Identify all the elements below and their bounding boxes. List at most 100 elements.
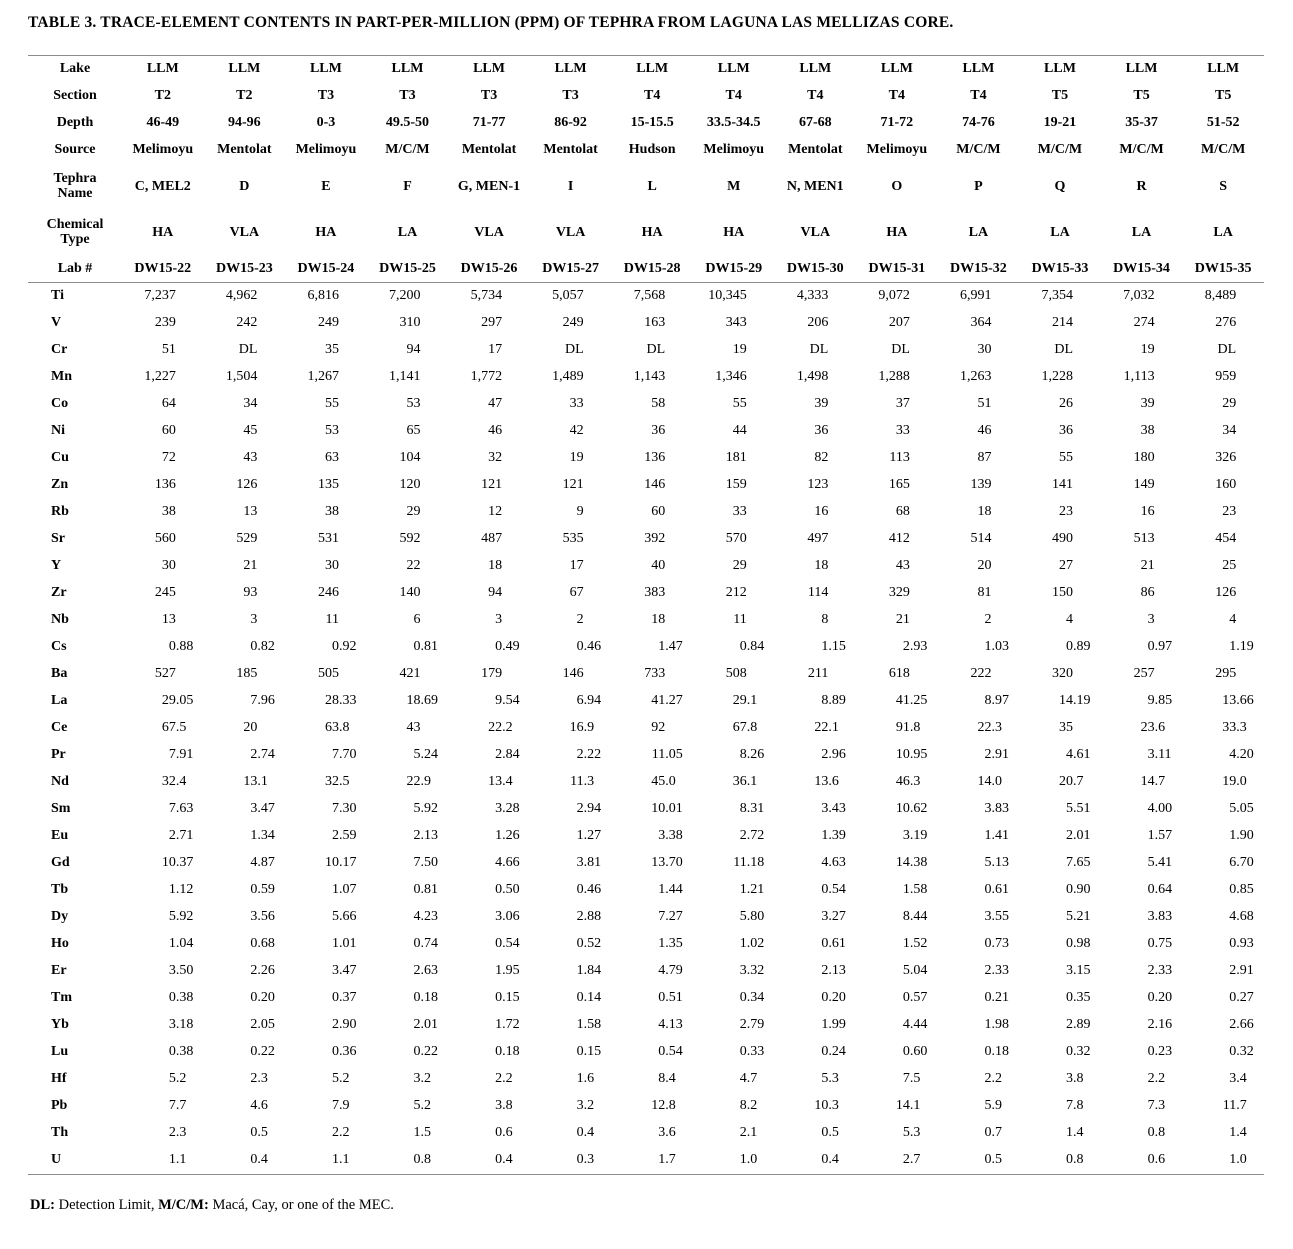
integer-part: 35 xyxy=(1059,720,1074,736)
integer-part: 2 xyxy=(168,1125,176,1141)
value-number: 0.22 xyxy=(204,1044,286,1060)
value-number: 8.2 xyxy=(693,1098,775,1114)
integer-part: 1 xyxy=(250,828,258,844)
value-number: 2.93 xyxy=(856,639,938,655)
integer-part: 0 xyxy=(250,1125,258,1141)
value-cell: 8 xyxy=(775,607,857,634)
integer-part: 4 xyxy=(250,855,258,871)
value-number: 1.98 xyxy=(938,1017,1020,1033)
fraction-part: .92 xyxy=(420,801,439,817)
fraction-part xyxy=(1073,451,1101,466)
integer-part: 2 xyxy=(1229,1017,1237,1033)
integer-part: 0 xyxy=(250,936,258,952)
value-number: 0.7 xyxy=(938,1125,1020,1141)
integer-part: DL xyxy=(564,342,584,358)
value-number: 5.41 xyxy=(1101,855,1183,871)
integer-part: 126 xyxy=(236,477,258,493)
value-number: 531 xyxy=(285,531,367,547)
value-number: 0.24 xyxy=(775,1044,857,1060)
element-row: Ce 67.5 20 63.8 43 22.2 16.9 92 67.8 22.1 91.8 22.3… xyxy=(28,715,1264,742)
value-number: 1.19 xyxy=(1182,639,1264,655)
integer-part: 3 xyxy=(1147,747,1155,763)
value-cell: 34 xyxy=(1182,418,1264,445)
value-number: 2.26 xyxy=(204,963,286,979)
fraction-part: .13 xyxy=(991,855,1009,871)
value-number: 11.18 xyxy=(693,855,775,871)
fraction-part: .7 xyxy=(909,1152,921,1168)
integer-part: 326 xyxy=(1215,450,1237,466)
value-cell: 1.4 xyxy=(1182,1120,1264,1147)
value-cell: 7,568 xyxy=(611,283,693,311)
value-cell: 1.0 xyxy=(693,1147,775,1175)
fraction-part: .47 xyxy=(338,963,357,979)
integer-part: 4 xyxy=(1147,801,1155,817)
fraction-part: .5 xyxy=(991,1152,1002,1168)
integer-part: 146 xyxy=(562,666,584,682)
fraction-part: .24 xyxy=(420,747,439,763)
value-cell: 19 xyxy=(693,337,775,364)
integer-part: 14 xyxy=(895,855,910,871)
integer-part: 2 xyxy=(576,909,584,925)
fraction-part: .96 xyxy=(828,747,846,763)
value-number: 529 xyxy=(204,531,286,547)
fraction-part xyxy=(747,559,775,574)
fraction-part: .8 xyxy=(909,720,921,736)
fraction-part xyxy=(991,424,1019,439)
integer-part: 2 xyxy=(413,828,421,844)
value-cell: 5.3 xyxy=(856,1120,938,1147)
value-cell: 0.23 xyxy=(1101,1039,1183,1066)
fraction-part: .00 xyxy=(1154,801,1173,817)
value-number: 12 xyxy=(448,504,530,520)
value-number: 412 xyxy=(856,531,938,547)
value-cell: 42 xyxy=(530,418,612,445)
value-cell: 26 xyxy=(1019,391,1101,418)
element-row: Eu 2.71 1.34 2.59 2.13 1.26 1.27 3.38 2.72 1.39 3.… xyxy=(28,823,1264,850)
value-number: 13.66 xyxy=(1182,693,1264,709)
value-cell: 206 xyxy=(775,310,857,337)
value-cell: 2.3 xyxy=(122,1120,204,1147)
integer-part: DL xyxy=(1217,342,1237,358)
value-number: 180 xyxy=(1101,450,1183,466)
header-cell: VLA xyxy=(229,224,260,240)
fraction-part xyxy=(1236,505,1264,520)
fraction-part xyxy=(584,370,612,385)
value-number: 211 xyxy=(775,666,857,682)
value-number: 41.27 xyxy=(611,693,693,709)
value-number: 6.70 xyxy=(1182,855,1264,871)
fraction-part: .6 xyxy=(1154,720,1166,736)
integer-part: 33 xyxy=(1222,720,1237,736)
value-number: 0.15 xyxy=(448,990,530,1006)
value-number: 51 xyxy=(938,396,1020,412)
element-symbol: Mn xyxy=(51,369,72,385)
value-cell: 19.0 xyxy=(1182,769,1264,796)
fraction-part xyxy=(257,586,285,601)
fraction-part xyxy=(747,478,775,493)
value-cell: 18 xyxy=(938,499,1020,526)
fraction-part xyxy=(1155,478,1183,493)
header-cell: LLM xyxy=(391,61,424,77)
integer-part: 37 xyxy=(895,396,910,412)
integer-part: 3 xyxy=(984,909,992,925)
value-number: 0.36 xyxy=(285,1044,367,1060)
value-cell: 0.8 xyxy=(367,1147,449,1175)
fraction-part: .63 xyxy=(828,855,846,871)
value-number: 5,057 xyxy=(530,288,612,304)
value-cell: 6.94 xyxy=(530,688,612,715)
fraction-part xyxy=(1236,289,1264,304)
value-cell: 22.3 xyxy=(938,715,1020,742)
header-cell: Hudson xyxy=(628,142,676,158)
fraction-part: .84 xyxy=(583,963,602,979)
value-cell: 13.6 xyxy=(775,769,857,796)
value-number: 33 xyxy=(856,423,938,439)
value-number: 21 xyxy=(856,612,938,628)
value-number: 7.96 xyxy=(204,693,286,709)
value-number: 43 xyxy=(204,450,286,466)
fraction-part: .70 xyxy=(338,747,357,763)
fraction-part xyxy=(991,559,1019,574)
integer-part: 0 xyxy=(658,1044,666,1060)
fraction-part: .9 xyxy=(991,1098,1002,1114)
integer-part: 0 xyxy=(576,936,584,952)
value-cell: 34 xyxy=(204,391,286,418)
value-cell: 91.8 xyxy=(856,715,938,742)
fraction-part: .54 xyxy=(502,693,520,709)
